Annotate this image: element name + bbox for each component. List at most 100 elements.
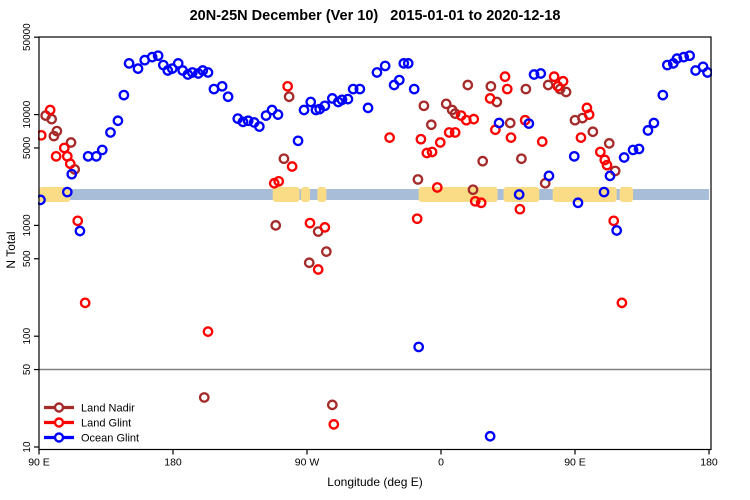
y-tick-label: 50 (22, 364, 33, 376)
data-point (513, 189, 525, 200)
data-point (96, 144, 108, 156)
data-point (425, 119, 437, 131)
data-point (413, 341, 425, 353)
data-point (587, 126, 599, 138)
y-tick-label: 5000 (22, 136, 33, 159)
data-point (166, 63, 178, 74)
data-point (319, 100, 331, 112)
data-point (408, 83, 420, 95)
map-strip-land (272, 187, 300, 203)
data-point (305, 96, 317, 108)
data-point (572, 197, 584, 209)
data-point (633, 143, 645, 155)
data-point (440, 98, 452, 110)
data-point (557, 75, 569, 87)
data-point (402, 58, 414, 69)
data-point (501, 83, 513, 95)
data-point (354, 83, 366, 95)
legend-item: Ocean Glint (44, 432, 139, 444)
data-point (283, 91, 295, 103)
map-strip-land (301, 187, 310, 203)
map-strip-ocean (39, 189, 709, 201)
plot-area (38, 50, 712, 442)
map-strip-land (317, 187, 327, 203)
data-point (74, 225, 86, 237)
data-point (411, 213, 423, 225)
data-point (536, 136, 548, 147)
data-point (347, 83, 359, 95)
data-point (657, 89, 669, 101)
data-point (548, 71, 560, 83)
data-point (702, 67, 712, 78)
data-point (146, 51, 158, 63)
data-point (272, 109, 284, 120)
data-point (661, 59, 673, 71)
data-point (38, 129, 47, 141)
data-point (398, 58, 410, 69)
data-point (542, 79, 554, 91)
data-point (516, 153, 527, 165)
data-point (575, 132, 587, 143)
data-point (484, 430, 496, 442)
data-point (543, 170, 555, 182)
data-point (583, 109, 595, 120)
data-point (449, 127, 461, 138)
data-point (467, 184, 479, 196)
data-point (443, 127, 455, 138)
data-point (328, 419, 340, 430)
data-point (198, 392, 210, 403)
x-axis-label: Longitude (deg E) (327, 475, 423, 489)
data-point (342, 93, 354, 105)
data-point (118, 89, 130, 101)
series-land-nadir (40, 79, 621, 411)
data-point (268, 177, 280, 189)
data-point (319, 222, 331, 233)
data-point (598, 186, 610, 198)
data-point (242, 115, 254, 127)
data-point (61, 186, 73, 198)
data-point (648, 117, 660, 129)
data-point (618, 152, 630, 163)
data-point (611, 225, 623, 236)
legend-item: Land Nadir (44, 402, 135, 414)
x-tick-label: 0 (438, 457, 444, 469)
y-tick-label: 500 (22, 250, 33, 267)
legend-label: Land Nadir (81, 402, 135, 414)
data-point (48, 130, 60, 142)
data-point (469, 195, 481, 207)
data-point (484, 93, 496, 104)
y-tick-label: 100 (22, 327, 33, 344)
x-tick-label: 90 W (295, 457, 320, 469)
data-point (270, 220, 282, 231)
data-point (303, 257, 315, 269)
data-point (505, 132, 517, 143)
y-tick-label: 1000 (22, 214, 33, 237)
data-point (426, 146, 438, 158)
legend: Land Nadir Land Glint Ocean Glint (44, 402, 139, 444)
data-point (50, 150, 62, 162)
x-tick-label: 180 (164, 457, 182, 469)
data-point (187, 67, 198, 78)
legend-item: Land Glint (44, 417, 131, 429)
data-point (418, 100, 430, 112)
map-strip-land (418, 187, 498, 203)
data-point (336, 94, 348, 106)
data-point (282, 80, 293, 92)
data-point (304, 217, 316, 229)
data-point (412, 174, 424, 185)
data-point (523, 118, 535, 129)
data-point (462, 79, 474, 91)
x-tick-label: 180 (700, 457, 718, 469)
data-point (123, 58, 135, 69)
data-point (434, 137, 446, 148)
data-point (326, 399, 338, 411)
data-point (371, 67, 383, 78)
data-point (475, 197, 487, 209)
data-point (286, 161, 298, 172)
data-point (678, 51, 690, 63)
map-strip-land (619, 187, 634, 203)
legend-label: Land Glint (81, 417, 131, 429)
data-point (254, 121, 265, 132)
data-point (431, 182, 443, 193)
